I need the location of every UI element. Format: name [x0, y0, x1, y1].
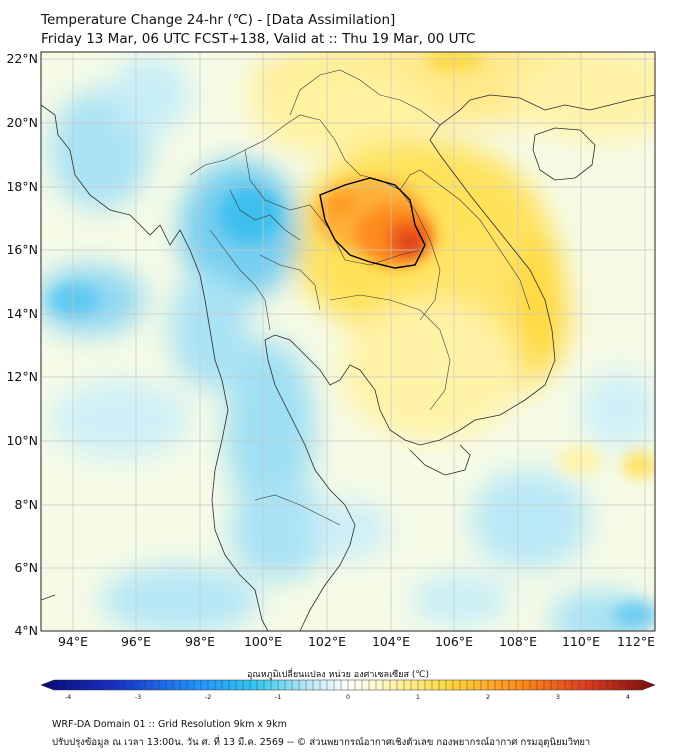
- footer-model-info: WRF-DA Domain 01 :: Grid Resolution 9km …: [52, 719, 287, 730]
- lon-label: 106°E: [435, 634, 473, 649]
- map-subtitle: Friday 13 Mar, 06 UTC FCST+138, Valid at…: [41, 31, 476, 47]
- footer-credit: ปรับปรุงข้อมูล ณ เวลา 13:00น. วัน ศ. ที่…: [52, 737, 591, 748]
- lon-label: 112°E: [617, 634, 655, 649]
- latitude-axis: 22°N 20°N 18°N 16°N 14°N 12°N 10°N 8°N 6…: [6, 51, 38, 638]
- lat-label: 10°N: [6, 433, 38, 448]
- lat-label: 6°N: [14, 560, 38, 575]
- lon-label: 94°E: [58, 634, 88, 649]
- colorbar-tick: 0: [346, 693, 350, 701]
- lat-label: 20°N: [6, 115, 38, 130]
- lon-label: 110°E: [562, 634, 600, 649]
- colorbar-tick: 2: [486, 693, 490, 701]
- colorbar-tick: 3: [556, 693, 560, 701]
- colorbar-label: อุณหภูมิเปลี่ยนแปลง หน่วย องศาเซลเซียส (…: [246, 670, 430, 680]
- lat-label: 18°N: [6, 179, 38, 194]
- colorbar-tick: -3: [135, 693, 141, 701]
- gridlines: [41, 52, 655, 631]
- colorbar-tick: -2: [205, 693, 211, 701]
- map-title: Temperature Change 24-hr (℃) - [Data Ass…: [41, 12, 396, 28]
- colorbar-tick: -1: [275, 693, 281, 701]
- lon-label: 98°E: [185, 634, 215, 649]
- temperature-field: [41, 52, 655, 631]
- colorbar: -4 -3 -2 -1 0 1 2 3 4: [40, 679, 656, 701]
- colorbar-minor-ticks: [53, 680, 643, 690]
- lat-label: 16°N: [6, 242, 38, 257]
- lat-label: 8°N: [14, 497, 38, 512]
- lat-label: 4°N: [14, 623, 38, 638]
- lat-label: 22°N: [6, 51, 38, 66]
- highlight-border: [319, 177, 426, 269]
- lon-label: 96°E: [121, 634, 151, 649]
- map-frame: [40, 51, 656, 632]
- lat-label: 12°N: [6, 369, 38, 384]
- lon-label: 100°E: [244, 634, 282, 649]
- colorbar-tick: -4: [65, 693, 71, 701]
- coastlines: [41, 94, 655, 631]
- lon-label: 102°E: [308, 634, 346, 649]
- lon-label: 108°E: [499, 634, 537, 649]
- colorbar-tick: 1: [416, 693, 420, 701]
- lon-label: 104°E: [372, 634, 410, 649]
- borders: [189, 69, 531, 526]
- colorbar-ticks: -4 -3 -2 -1 0 1 2 3 4: [65, 693, 630, 701]
- colorbar-tick: 4: [626, 693, 630, 701]
- longitude-axis: 94°E 96°E 98°E 100°E 102°E 104°E 106°E 1…: [58, 634, 655, 649]
- lat-label: 14°N: [6, 306, 38, 321]
